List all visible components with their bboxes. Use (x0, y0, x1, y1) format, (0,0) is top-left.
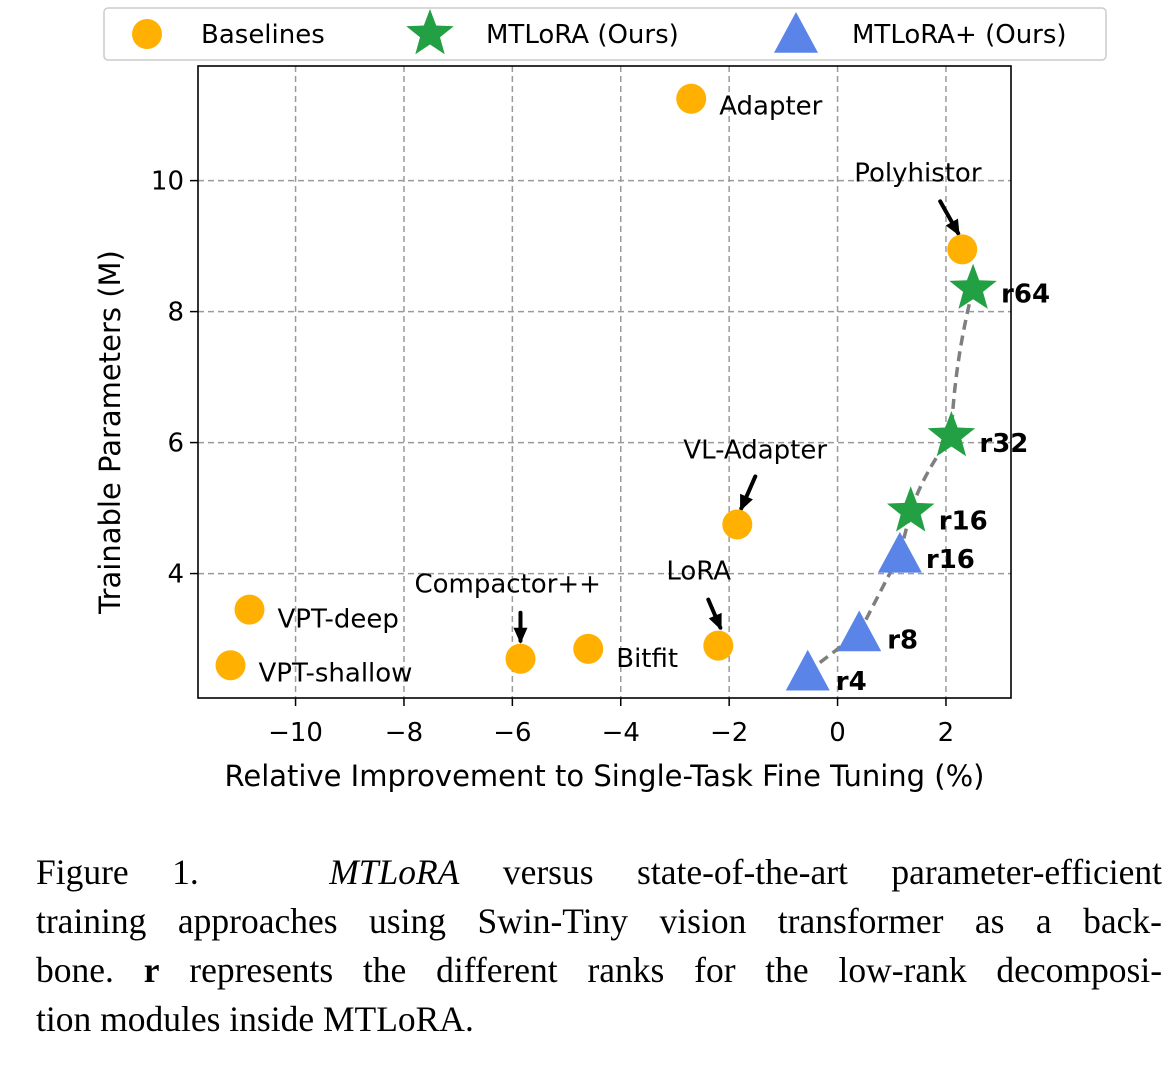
baseline-label: Bitfit (616, 644, 678, 674)
figure-caption: Figure 1. MTLoRA versus state-of-the-art… (36, 848, 1162, 1044)
caption-line-3: represents the different ranks for the l… (189, 950, 1163, 990)
y-tick-label: 8 (167, 298, 184, 328)
baseline-point (703, 630, 734, 661)
caption-method-name: MTLoRA (329, 852, 460, 892)
mtlora-plus-rank-label: r16 (926, 545, 975, 575)
mtlora-plus-point (837, 610, 882, 652)
mtlora-rank-label: r32 (979, 429, 1028, 459)
annotation-arrows (513, 199, 961, 644)
plot-frame (197, 65, 1012, 699)
axis-ticks: −10 −8 −6 −4 −2 0 2 4 6 8 10 (151, 167, 954, 748)
y-axis-label: Trainable Parameters (M) (93, 250, 127, 615)
x-axis-label: Relative Improvement to Single-Task Fine… (225, 759, 985, 793)
mtlora-point (927, 411, 976, 457)
grid (198, 66, 1011, 698)
caption-line-1: versus state-of-the-art parameter-effici… (502, 852, 1163, 892)
annotation-arrowhead (708, 612, 722, 631)
baseline-label: Adapter (719, 92, 822, 122)
baseline-label: VPT-deep (277, 605, 398, 635)
legend-marker (406, 9, 454, 55)
x-tick-label: −4 (602, 718, 640, 748)
baseline-label: LoRA (666, 557, 731, 587)
legend-marker (774, 12, 818, 53)
legend-label: MTLoRA+ (Ours) (852, 20, 1067, 50)
annotation-arrowhead (740, 493, 753, 512)
baseline-label: Polyhistor (854, 158, 982, 188)
caption-line-2: training approaches using Swin-Tiny visi… (36, 901, 1162, 941)
mtlora-plus-point (877, 531, 922, 573)
data-marks (215, 83, 997, 691)
x-tick-label: −10 (268, 718, 323, 748)
point-labels: Adapter Polyhistor VL-Adapter VPT-deep VPT-s… (259, 92, 1051, 697)
baseline-point (573, 633, 604, 664)
mtlora-rank-label: r64 (1001, 280, 1050, 310)
legend-label: Baselines (201, 20, 325, 50)
legend: Baselines MTLoRA (Ours) MTLoRA+ (Ours) (103, 7, 1107, 61)
y-tick-label: 6 (167, 429, 184, 459)
baseline-point (676, 83, 707, 114)
baseline-point (505, 643, 536, 674)
x-tick-label: −8 (385, 718, 423, 748)
annotation-arrowhead (513, 627, 528, 644)
baseline-point (234, 594, 265, 625)
annotation-arrowhead (945, 218, 960, 236)
mtlora-rank-label: r16 (939, 506, 988, 536)
mtlora-plus-rank-label: r4 (836, 667, 867, 697)
mtlora-plus-point (785, 649, 830, 691)
x-tick-label: −2 (710, 718, 748, 748)
trend-line-1 (909, 288, 975, 512)
y-tick-label: 4 (167, 560, 184, 590)
scatter-chart: −10 −8 −6 −4 −2 0 2 4 6 8 10 Adapter Polyhistor VL-A… (93, 7, 1107, 793)
legend-label: MTLoRA (Ours) (486, 20, 679, 50)
baseline-point (722, 509, 753, 540)
caption-line-4: tion modules inside MTLoRA. (36, 999, 474, 1039)
baseline-label: VL-Adapter (683, 435, 827, 465)
baseline-label: VPT-shallow (259, 658, 413, 688)
y-tick-label: 10 (151, 167, 184, 197)
baseline-label: Compactor++ (414, 570, 600, 600)
legend-marker (132, 19, 162, 49)
caption-rank-symbol: r (143, 950, 160, 990)
caption-figure-number: Figure 1. (36, 852, 199, 892)
trend-dashed-lines (806, 288, 975, 674)
x-tick-label: −6 (493, 718, 531, 748)
baseline-point (215, 650, 246, 681)
x-tick-label: 2 (938, 718, 955, 748)
legend-box (103, 7, 1107, 61)
mtlora-point (887, 486, 935, 532)
x-tick-label: 0 (829, 718, 846, 748)
mtlora-point (949, 263, 997, 309)
baseline-point (947, 234, 978, 265)
caption-line-3-start: bone. (36, 950, 114, 990)
mtlora-plus-rank-label: r8 (887, 626, 918, 656)
